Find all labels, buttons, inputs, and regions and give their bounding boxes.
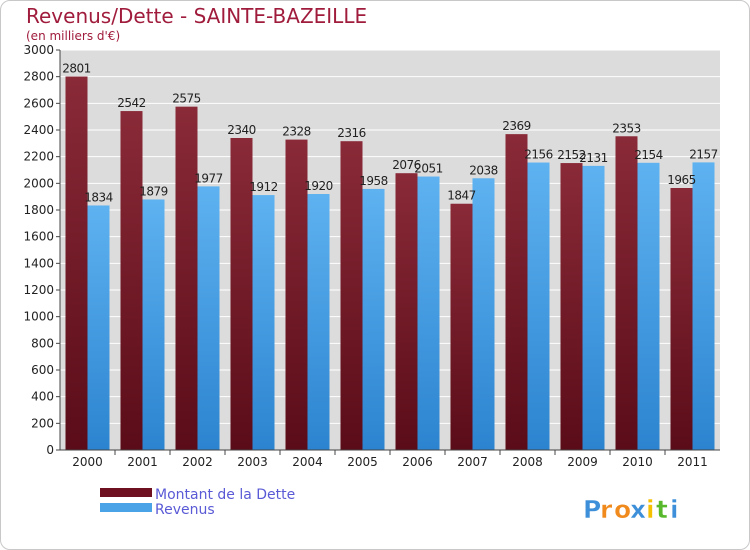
value-label-debt: 2316 — [337, 126, 366, 140]
value-label-debt: 2353 — [612, 121, 641, 135]
value-label-revenus: 2051 — [414, 162, 443, 176]
y-tick-label: 2600 — [23, 96, 54, 110]
bar-debt — [450, 203, 473, 450]
value-label-debt: 2076 — [392, 158, 421, 172]
logo-letter: P — [583, 495, 601, 524]
y-tick-label: 400 — [31, 390, 54, 404]
bar-revenus — [142, 199, 165, 450]
chart-title: Revenus/Dette - SAINTE-BAZEILLE — [26, 4, 367, 28]
bar-debt — [285, 139, 308, 450]
value-label-revenus: 2157 — [689, 147, 718, 161]
x-tick-label: 2009 — [567, 455, 598, 469]
x-tick-label: 2005 — [347, 455, 378, 469]
legend-swatch-revenus — [100, 503, 152, 512]
bar-revenus — [197, 186, 220, 450]
value-label-revenus: 1920 — [304, 179, 333, 193]
value-label-revenus: 2038 — [469, 163, 498, 177]
bar-revenus — [582, 165, 605, 450]
x-tick-label: 2010 — [622, 455, 653, 469]
proxiti-logo: Pr ox i t i — [583, 495, 679, 525]
x-axis-ticks: 2000 2001 2002 2003 2004 2005 2006 2007 2008 2009… — [72, 450, 708, 469]
x-tick-label: 2007 — [457, 455, 488, 469]
x-tick-label: 2011 — [677, 455, 708, 469]
bar-revenus — [527, 162, 550, 451]
legend-label-revenus: Revenus — [155, 502, 215, 518]
x-tick-label: 2003 — [237, 455, 268, 469]
y-tick-label: 3000 — [23, 43, 54, 57]
value-label-revenus: 1958 — [359, 174, 388, 188]
grid-lines — [60, 49, 720, 424]
logo-letter: t — [656, 495, 668, 524]
value-label-debt: 2369 — [502, 119, 531, 133]
bar-debt — [120, 111, 143, 451]
bar-revenus — [362, 188, 385, 450]
plot-area — [60, 50, 720, 450]
value-label-revenus: 1879 — [139, 184, 168, 198]
data-labels: 2801 1834 2542 1879 2575 1977 2340 1912 2328 1920… — [62, 62, 718, 205]
bar-revenus — [307, 194, 330, 450]
y-tick-label: 2800 — [23, 70, 54, 84]
bars — [65, 76, 715, 451]
logo-letter: x — [630, 495, 646, 524]
value-label-debt: 2328 — [282, 125, 311, 139]
value-label-revenus: 2156 — [524, 148, 553, 162]
logo-letter: i — [646, 495, 655, 524]
logo-letter: o — [614, 495, 631, 524]
value-label-revenus: 1977 — [194, 171, 223, 185]
x-tick-label: 2002 — [182, 455, 213, 469]
logo-letter: r — [600, 495, 613, 524]
bar-revenus — [637, 162, 660, 451]
y-tick-label: 600 — [31, 363, 54, 377]
x-tick-label: 2004 — [292, 455, 323, 469]
y-tick-label: 2000 — [23, 176, 54, 190]
x-tick-label: 2001 — [127, 455, 158, 469]
x-tick-label: 2008 — [512, 455, 543, 469]
y-tick-label: 800 — [31, 336, 54, 350]
bar-debt — [175, 106, 198, 451]
x-tick-label: 2000 — [72, 455, 103, 469]
legend-swatch-debt — [100, 488, 152, 497]
value-label-debt: 1847 — [447, 189, 476, 203]
value-label-revenus: 2131 — [579, 151, 608, 165]
value-label-revenus: 1912 — [249, 180, 278, 194]
value-label-revenus: 1834 — [84, 190, 113, 204]
y-tick-label: 0 — [46, 443, 54, 457]
y-tick-label: 200 — [31, 416, 54, 430]
bar-debt — [65, 76, 88, 451]
bar-revenus — [87, 205, 110, 450]
legend-label-debt: Montant de la Dette — [155, 487, 295, 503]
bar-debt — [230, 138, 253, 450]
bar-debt — [395, 173, 418, 450]
value-label-debt: 2801 — [62, 62, 91, 76]
bar-revenus — [252, 195, 275, 450]
value-label-debt: 2340 — [227, 123, 256, 137]
y-tick-label: 2400 — [23, 123, 54, 137]
y-tick-label: 1000 — [23, 310, 54, 324]
value-label-debt: 2542 — [117, 96, 146, 110]
value-label-revenus: 2154 — [634, 148, 663, 162]
y-tick-label: 1600 — [23, 230, 54, 244]
chart-subtitle: (en milliers d'€) — [26, 29, 120, 43]
value-label-debt: 1965 — [667, 173, 696, 187]
bar-revenus — [472, 178, 495, 450]
y-tick-label: 2200 — [23, 150, 54, 164]
bar-revenus — [692, 162, 715, 450]
legend: Montant de la Dette Revenus — [100, 487, 295, 518]
bar-revenus — [417, 176, 440, 451]
x-tick-label: 2006 — [402, 455, 433, 469]
logo-letter: i — [670, 495, 679, 524]
value-label-debt: 2152 — [557, 148, 586, 162]
bar-debt — [340, 141, 363, 450]
y-tick-label: 1200 — [23, 283, 54, 297]
bar-debt — [670, 188, 693, 450]
bar-debt — [560, 163, 583, 451]
y-tick-label: 1800 — [23, 203, 54, 217]
value-label-debt: 2575 — [172, 92, 201, 106]
bar-debt — [615, 136, 638, 450]
bar-debt — [505, 134, 528, 450]
y-axis-ticks: 0 200 400 600 800 1000 1200 1400 1600 1800 2000 220… — [23, 43, 60, 457]
y-tick-label: 1400 — [23, 256, 54, 270]
